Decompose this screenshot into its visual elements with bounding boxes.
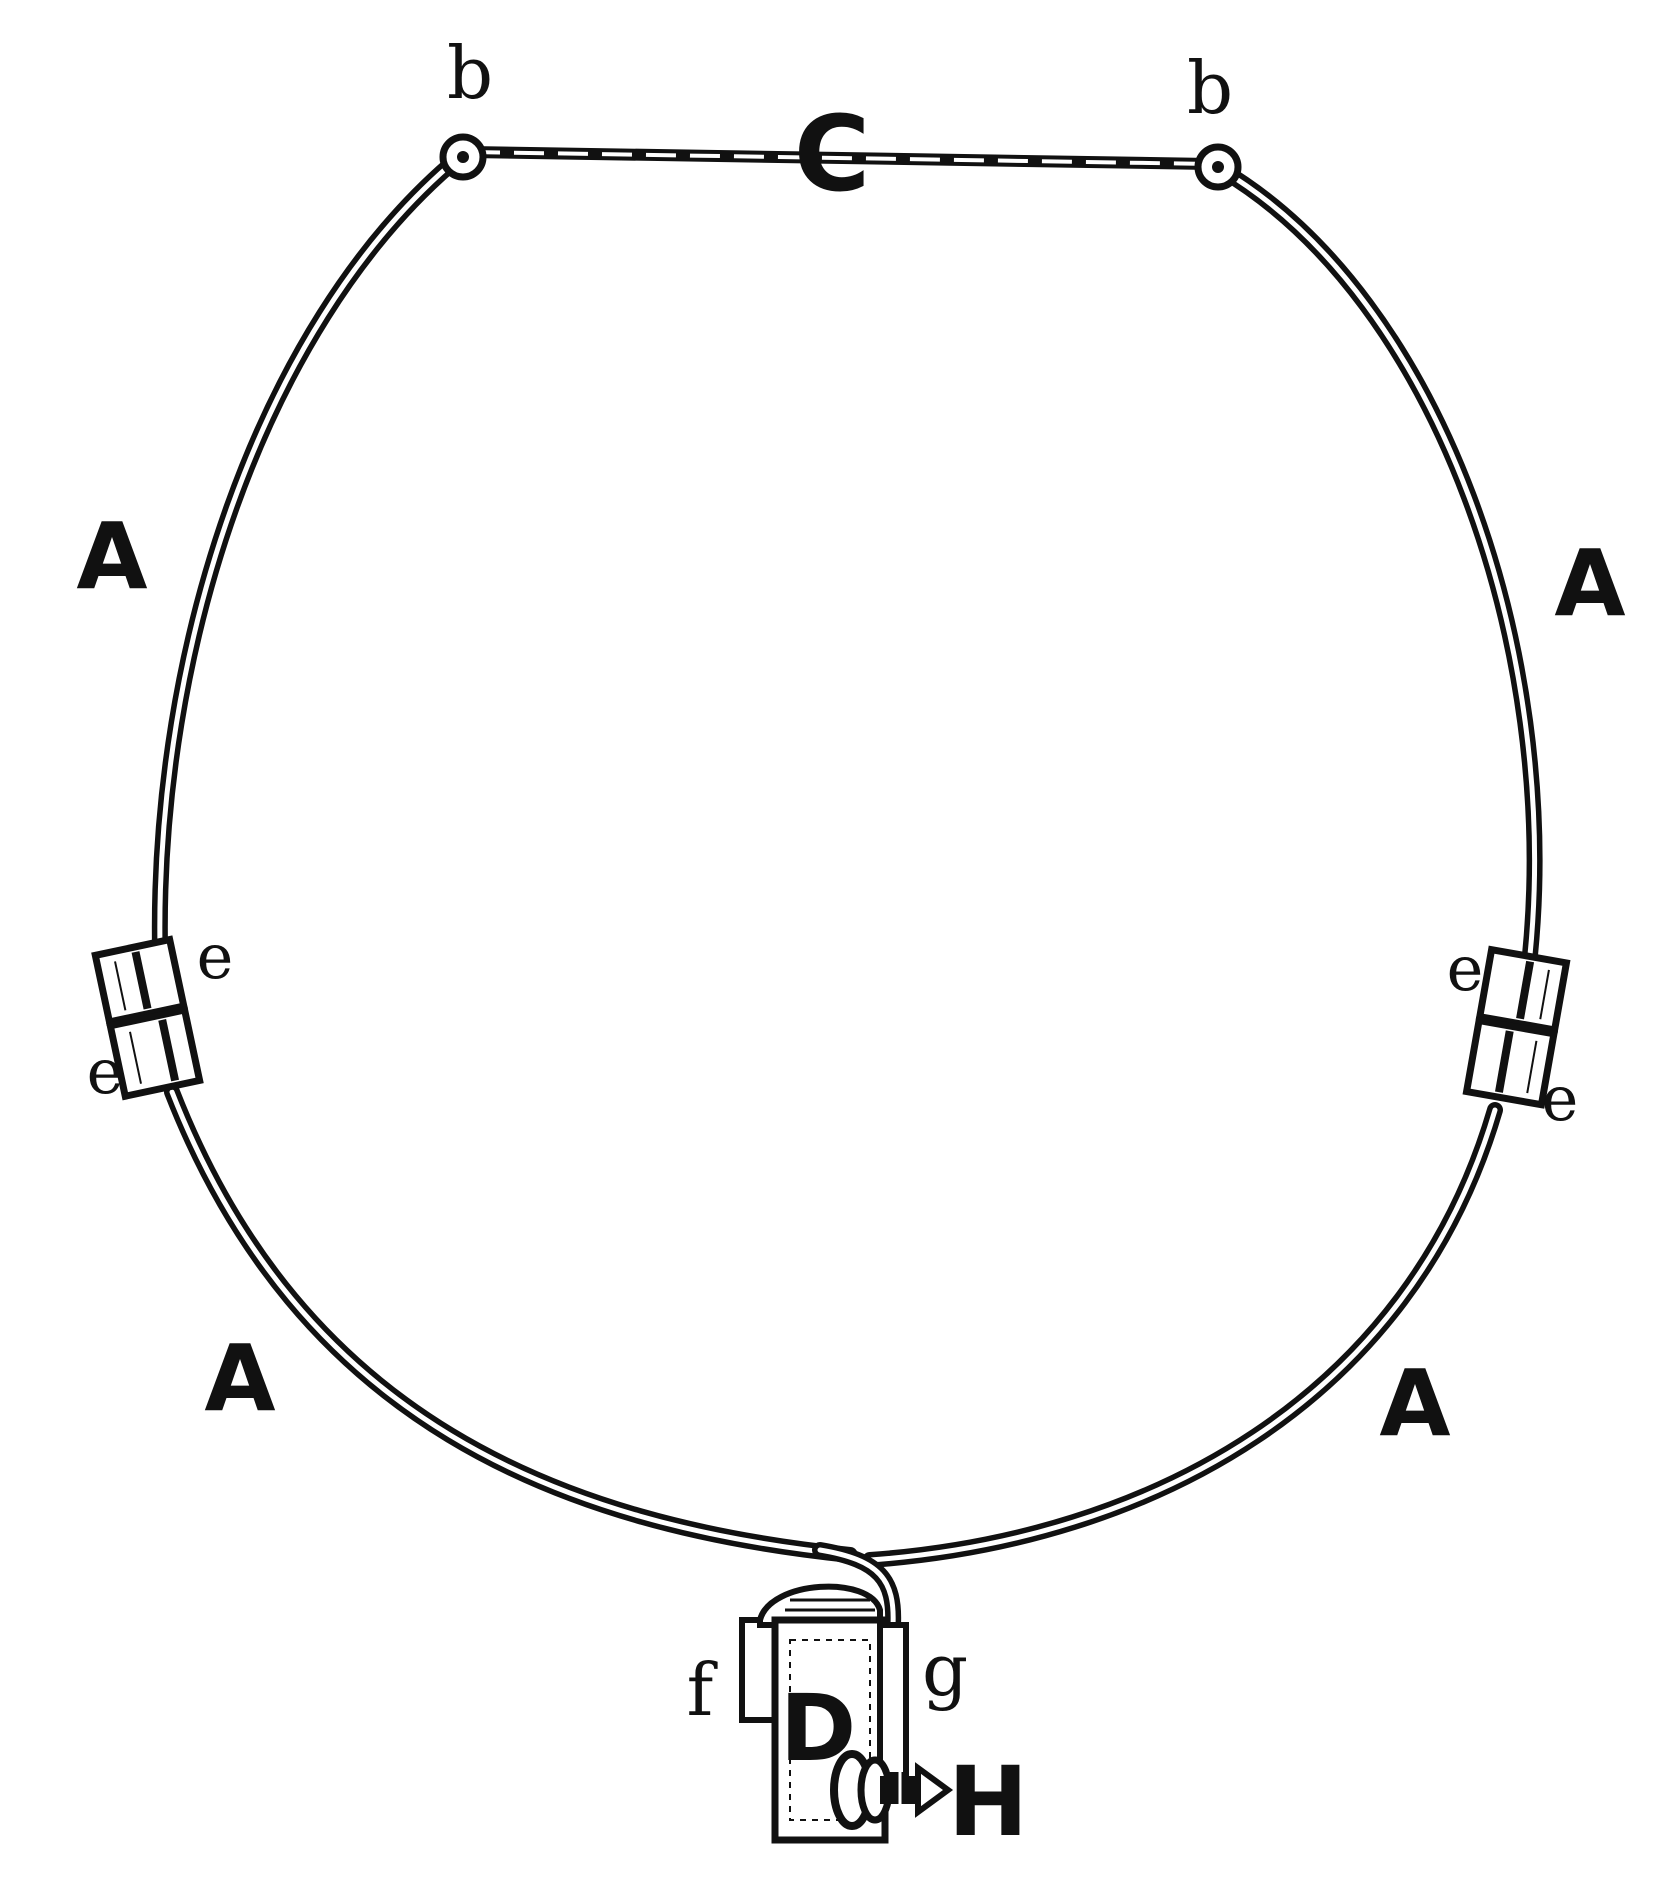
label-arm-upper-right: A bbox=[1554, 530, 1625, 637]
label-box-left-part: f bbox=[687, 1648, 718, 1732]
left-arm bbox=[151, 157, 858, 1563]
label-joint-left-top: e bbox=[197, 920, 234, 993]
label-arm-upper-left: A bbox=[76, 503, 147, 610]
joint-right bbox=[1462, 945, 1571, 1109]
label-pivot-right: b bbox=[1187, 46, 1233, 130]
label-arm-lower-left: A bbox=[204, 1325, 275, 1432]
pivot-right bbox=[1194, 143, 1242, 191]
screw bbox=[830, 1750, 954, 1830]
pivot-left bbox=[439, 133, 487, 181]
right-arm bbox=[862, 162, 1543, 1568]
label-joint-right-bottom: e bbox=[1542, 1062, 1579, 1135]
label-arm-lower-right: A bbox=[1379, 1350, 1450, 1457]
label-pivot-left: b bbox=[447, 31, 493, 115]
label-joint-right-top: e bbox=[1447, 932, 1484, 1005]
neck-rod bbox=[812, 1542, 902, 1748]
label-box-right-part: g bbox=[922, 1628, 968, 1712]
label-screw: H bbox=[948, 1746, 1028, 1858]
crossbar bbox=[469, 146, 1211, 170]
joint-left bbox=[91, 935, 204, 1101]
label-box: D bbox=[780, 1675, 856, 1782]
label-crossbar: C bbox=[794, 93, 870, 215]
label-joint-left-bottom: e bbox=[87, 1035, 124, 1108]
